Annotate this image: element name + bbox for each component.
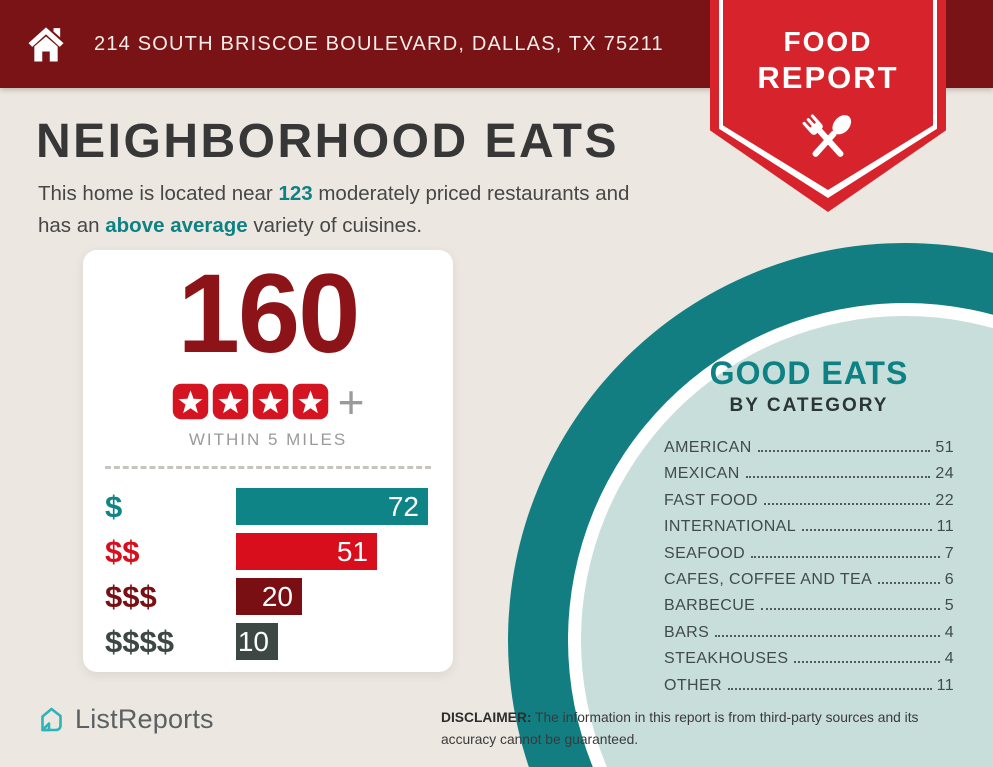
category-label: AMERICAN	[664, 439, 752, 456]
category-label: BARBECUE	[664, 597, 756, 615]
category-value: 6	[944, 570, 954, 588]
disclaimer: DISCLAIMER: The information in this repo…	[441, 707, 946, 751]
bar: 72	[236, 488, 428, 525]
bar: 51	[236, 533, 377, 570]
bar-value: 72	[387, 490, 419, 522]
category-value: 22	[935, 491, 954, 509]
star-icon	[252, 383, 288, 420]
disclaimer-label: DISCLAIMER:	[441, 710, 532, 725]
bar-row: $$$ 20	[105, 578, 431, 615]
category-value: 4	[944, 650, 954, 668]
category-label: INTERNATIONAL	[664, 518, 797, 536]
intro-line1-post: moderately priced restaurants and	[312, 182, 630, 205]
price-tier-bar-chart: $ 72 $$ 51 $$$ 20 $$$$ 10	[83, 488, 453, 660]
category-label: OTHER	[664, 676, 722, 694]
category-value: 4	[944, 623, 954, 641]
category-row: FAST FOOD 22	[664, 492, 954, 518]
category-row: CAFES, COFFEE AND TEA 6	[664, 571, 954, 597]
divider	[105, 466, 431, 469]
price-tier-label: $	[105, 488, 123, 524]
dotted-leader	[761, 608, 940, 611]
star-icon	[172, 383, 208, 420]
property-address: 214 SOUTH BRISCOE BOULEVARD, DALLAS, TX …	[94, 32, 664, 55]
category-row: BARBECUE 5	[664, 597, 954, 623]
category-label: MEXICAN	[664, 465, 740, 483]
star-rating	[172, 383, 329, 420]
variety-highlight: above average	[105, 214, 248, 238]
spoon-fork-icon	[802, 114, 852, 157]
price-tier-label: $$$	[105, 578, 157, 614]
star-icon	[292, 383, 328, 420]
good-eats-panel: GOOD EATS BY CATEGORY AMERICAN 51 MEXICAN…	[664, 355, 954, 703]
dotted-leader	[763, 502, 931, 505]
rating-row: +	[83, 375, 453, 428]
category-label: FAST FOOD	[664, 491, 758, 509]
intro-text: This home is located near 123 moderately…	[38, 178, 629, 243]
bar: 10	[236, 623, 278, 660]
star-icon	[212, 383, 248, 420]
plus-icon: +	[337, 375, 365, 428]
category-row: STEAKHOUSES 4	[664, 650, 954, 676]
home-icon	[28, 27, 64, 62]
bar-value: 10	[237, 625, 269, 657]
category-value: 5	[944, 597, 954, 615]
category-row: MEXICAN 24	[664, 465, 954, 491]
intro-line2-post: variety of cuisines.	[247, 214, 423, 238]
total-restaurants-count: 160	[177, 251, 361, 376]
ribbon-title-report: REPORT	[757, 60, 899, 95]
disclaimer-text: The information in this report is from t…	[441, 710, 919, 747]
category-value: 11	[936, 518, 954, 536]
dotted-leader	[715, 634, 940, 637]
stats-card: 160 + WITHIN 5 MILES $ 72 $$ 51 $$$ 20 $…	[83, 250, 453, 672]
listreports-wordmark: ListReports	[75, 703, 214, 734]
category-row: OTHER 11	[664, 677, 954, 703]
intro-line1-pre: This home is located near	[38, 182, 279, 205]
dotted-leader	[794, 661, 940, 664]
bar-row: $$ 51	[105, 533, 431, 570]
bar: 20	[236, 578, 302, 615]
dotted-leader	[802, 529, 932, 532]
radius-caption: WITHIN 5 MILES	[188, 430, 348, 449]
category-row: BARS 4	[664, 624, 954, 650]
category-label: CAFES, COFFEE AND TEA	[664, 570, 873, 588]
category-value: 7	[944, 544, 954, 562]
dotted-leader	[745, 476, 931, 479]
dotted-leader	[878, 581, 940, 584]
good-eats-title: GOOD EATS	[709, 355, 909, 391]
category-label: BARS	[664, 623, 710, 641]
category-label: STEAKHOUSES	[664, 650, 789, 668]
ribbon-content: FOOD REPORT	[710, 26, 946, 181]
dotted-leader	[751, 555, 940, 558]
bar-row: $ 72	[105, 488, 431, 525]
price-tier-label: $$$$	[105, 623, 174, 659]
listreports-logo: ListReports	[34, 703, 214, 735]
category-row: INTERNATIONAL 11	[664, 518, 954, 544]
bar-value: 20	[261, 580, 293, 612]
category-value: 11	[936, 676, 954, 694]
food-report-ribbon: FOOD REPORT	[710, 0, 946, 212]
ribbon-title-food: FOOD	[783, 26, 873, 57]
price-tier-label: $$	[105, 533, 140, 569]
page-title: NEIGHBORHOOD EATS	[36, 115, 619, 168]
intro-line2-pre: has an	[38, 214, 106, 238]
category-row: SEAFOOD 7	[664, 545, 954, 571]
category-value: 51	[935, 439, 954, 456]
good-eats-subtitle: BY CATEGORY	[729, 395, 889, 416]
category-row: AMERICAN 51	[664, 439, 954, 465]
category-list: AMERICAN 51 MEXICAN 24 FAST FOOD 22 INTERNA…	[664, 439, 954, 703]
category-label: SEAFOOD	[664, 544, 746, 562]
bar-row: $$$$ 10	[105, 623, 431, 660]
category-value: 24	[935, 465, 954, 483]
bar-value: 51	[336, 535, 368, 567]
dotted-leader	[757, 450, 931, 452]
listreports-icon	[41, 707, 62, 732]
restaurant-count: 123	[278, 182, 313, 205]
dotted-leader	[728, 687, 932, 690]
